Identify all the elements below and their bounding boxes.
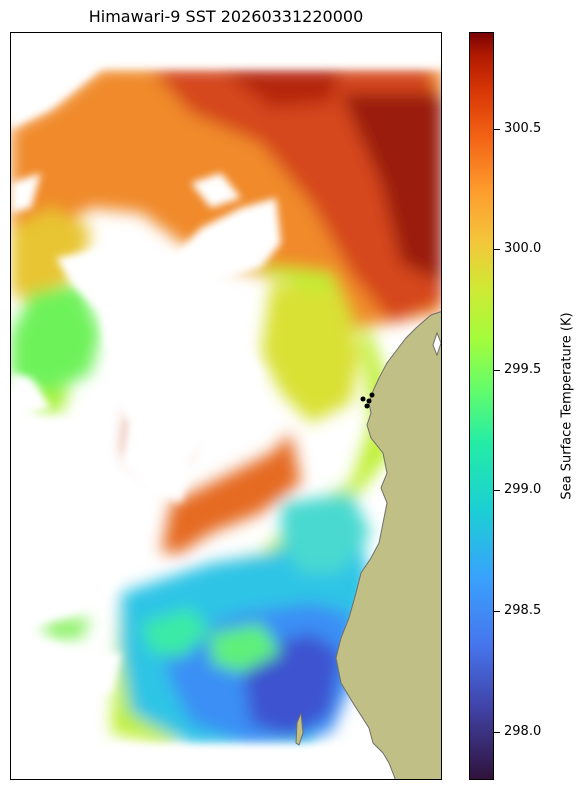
colorbar-tick-label: 299.0 [504,482,542,498]
station-marker[interactable] [366,398,372,404]
colorbar-tick-label: 298.5 [504,603,542,619]
cloud-mask [11,33,441,779]
station-marker[interactable] [360,396,366,402]
station-markers [360,392,375,409]
map-title: Himawari-9 SST 20260331220000 [88,7,364,26]
colorbar-tick-label: 300.5 [504,120,542,136]
colorbar-tick [494,611,500,613]
colorbar-tick [494,249,500,251]
sst-map-canvas [11,33,441,779]
coastal-island [295,712,304,746]
colorbar [469,32,494,780]
colorbar-tick [494,128,500,130]
station-marker[interactable] [364,403,370,409]
colorbar-tick-label: 300.0 [504,241,542,257]
colorbar-tick-label: 298.0 [504,723,542,739]
colorbar-tick [494,369,500,371]
colorbar-label: Sea Surface Temperature (K) [559,312,575,500]
colorbar-tick [494,731,500,733]
sst-map[interactable] [10,32,442,780]
colorbar-tick-label: 299.5 [504,361,542,377]
land-mass [335,311,441,779]
colorbar-tick [494,490,500,492]
station-marker[interactable] [369,392,375,398]
coastal-inlet [432,331,441,357]
